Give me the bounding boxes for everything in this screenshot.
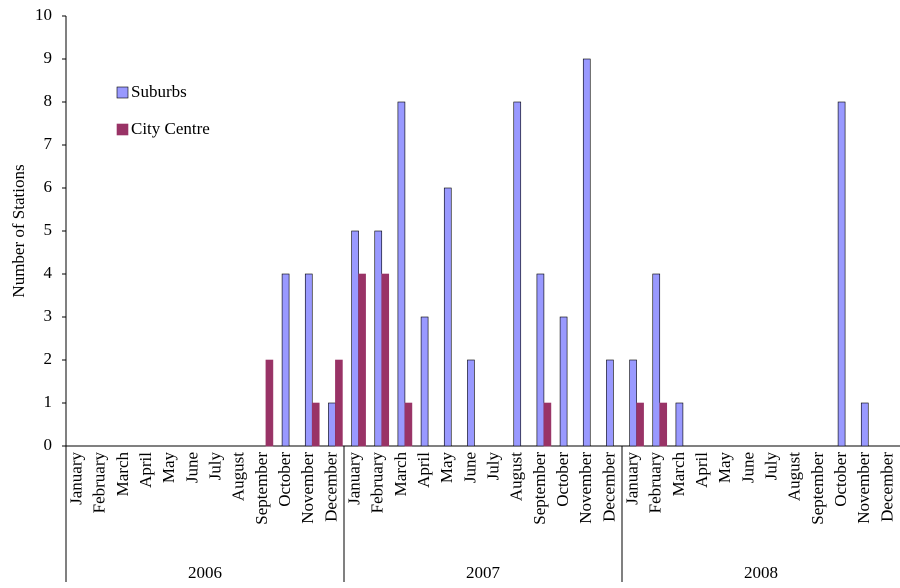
x-tick-label: June (460, 452, 479, 483)
x-tick-label: December (877, 452, 896, 522)
bar (358, 273, 366, 447)
legend-swatch (116, 123, 129, 136)
bar (559, 316, 568, 447)
bar (404, 402, 413, 447)
x-tick-label: March (391, 452, 410, 497)
x-tick-label: November (854, 452, 873, 524)
bar (265, 359, 274, 447)
x-tick-label: May (159, 452, 178, 484)
y-tick-label: 6 (44, 177, 53, 196)
x-tick-label: August (785, 452, 804, 501)
bar (467, 359, 475, 447)
x-tick-label: April (136, 452, 155, 488)
x-tick-label: June (182, 452, 201, 483)
legend-swatch (116, 86, 129, 99)
bar (860, 402, 869, 447)
x-tick-label: July (205, 452, 224, 481)
bar (420, 316, 429, 447)
y-tick-label: 0 (44, 435, 53, 454)
x-tick-label: August (507, 452, 526, 501)
x-tick-label: February (368, 452, 387, 514)
y-tick-label: 1 (44, 392, 53, 411)
bar (328, 402, 336, 447)
y-tick-label: 8 (44, 91, 53, 110)
bar (536, 273, 545, 447)
x-tick-label: April (692, 452, 711, 488)
y-axis-title: Number of Stations (9, 164, 28, 297)
y-tick-label: 7 (44, 134, 53, 153)
bar (636, 402, 644, 447)
x-tick-label: July (483, 452, 502, 481)
bar (351, 230, 359, 447)
x-tick-label: May (437, 452, 456, 484)
bar (659, 402, 668, 447)
bar (335, 359, 343, 447)
x-tick-label: May (715, 452, 734, 484)
x-group-label: 2008 (744, 563, 778, 582)
x-tick-label: December (599, 452, 618, 522)
x-tick-label: November (576, 452, 595, 524)
bar (381, 273, 390, 447)
x-tick-label: February (90, 452, 109, 514)
x-tick-label: October (553, 452, 572, 507)
x-tick-label: June (738, 452, 757, 483)
bar (443, 187, 452, 447)
bar (837, 101, 846, 447)
bar (652, 273, 661, 447)
bar (311, 402, 320, 447)
y-tick-label: 10 (35, 5, 52, 24)
bar (675, 402, 684, 447)
x-tick-label: October (275, 452, 294, 507)
legend-label: Suburbs (131, 82, 187, 101)
legend-label: City Centre (131, 119, 210, 138)
x-tick-label: March (669, 452, 688, 497)
x-tick-label: July (761, 452, 780, 481)
bar (281, 273, 290, 447)
bar (543, 402, 552, 447)
x-group-label: 2006 (188, 563, 222, 582)
x-tick-label: March (113, 452, 132, 497)
y-tick-label: 9 (44, 48, 53, 67)
x-group-label: 2007 (466, 563, 501, 582)
x-tick-label: September (808, 452, 827, 525)
x-tick-label: January (622, 452, 641, 505)
bar (606, 359, 614, 447)
x-tick-label: January (344, 452, 363, 505)
x-tick-label: October (831, 452, 850, 507)
x-tick-label: September (530, 452, 549, 525)
bar (513, 101, 522, 447)
x-tick-label: September (252, 452, 271, 525)
x-tick-label: August (229, 452, 248, 501)
bar (629, 359, 637, 447)
y-tick-label: 4 (44, 263, 53, 282)
x-tick-label: January (66, 452, 85, 505)
x-tick-label: December (321, 452, 340, 522)
y-tick-label: 5 (44, 220, 53, 239)
x-tick-label: February (646, 452, 665, 514)
x-tick-label: November (298, 452, 317, 524)
bar (397, 101, 406, 447)
bar (304, 273, 313, 447)
bar (582, 58, 591, 447)
x-tick-label: April (414, 452, 433, 488)
bar (374, 230, 383, 447)
y-tick-label: 2 (44, 349, 53, 368)
y-tick-label: 3 (44, 306, 53, 325)
